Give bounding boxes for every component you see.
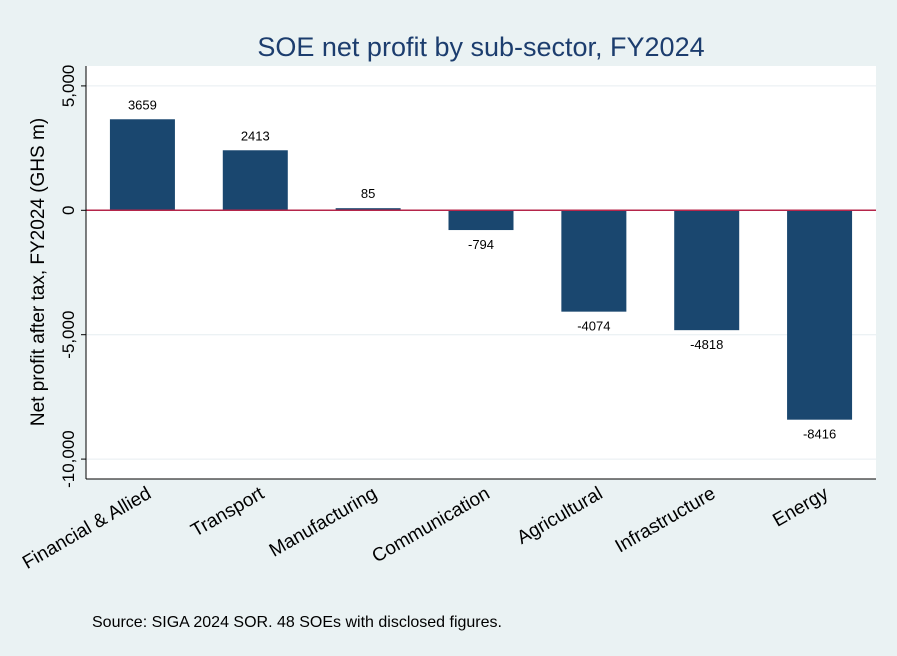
data-label: -8416: [803, 427, 836, 442]
bars: [109, 119, 853, 420]
bar: [674, 210, 740, 331]
y-tick-label: -10,000: [59, 430, 78, 488]
chart-title: SOE net profit by sub-sector, FY2024: [257, 32, 704, 62]
bar: [222, 150, 288, 211]
x-tick-label: Infrastructure: [612, 483, 719, 557]
x-tick-label: Communication: [369, 483, 494, 567]
data-label: 3659: [128, 97, 157, 112]
data-label: -4074: [577, 319, 610, 334]
x-tick-label: Manufacturing: [266, 483, 381, 561]
y-ticks: 5,000 0 -5,000 -10,000: [59, 65, 86, 488]
plot-area: [86, 66, 876, 479]
y-tick-label: 0: [59, 206, 78, 215]
bar: [561, 210, 627, 312]
x-tick-label: Agricultural: [514, 483, 607, 549]
x-tick-labels: Financial & Allied TransportManufacturing…: [19, 483, 832, 574]
y-axis-label: Net profit after tax, FY2024 (GHS m): [28, 118, 49, 426]
y-axis: [85, 66, 876, 480]
y-tick-label: 5,000: [59, 65, 78, 108]
x-tick-label: Transport: [187, 483, 268, 542]
x-tick-label: Energy: [769, 483, 832, 532]
source-note: Source: SIGA 2024 SOR. 48 SOEs with disc…: [92, 614, 502, 631]
data-labels: 3659 2413 85 -794 -4074 -4818 -8416: [128, 97, 836, 441]
bar: [787, 210, 853, 420]
bar: [335, 208, 401, 211]
bar: [109, 119, 175, 211]
data-label: -794: [468, 237, 494, 252]
data-label: -4818: [690, 337, 723, 352]
x-tick-label: Financial & Allied: [19, 483, 155, 574]
y-tick-label: -5,000: [59, 311, 78, 359]
bar: [448, 210, 514, 231]
data-label: 85: [361, 186, 375, 201]
data-label: 2413: [241, 128, 270, 143]
